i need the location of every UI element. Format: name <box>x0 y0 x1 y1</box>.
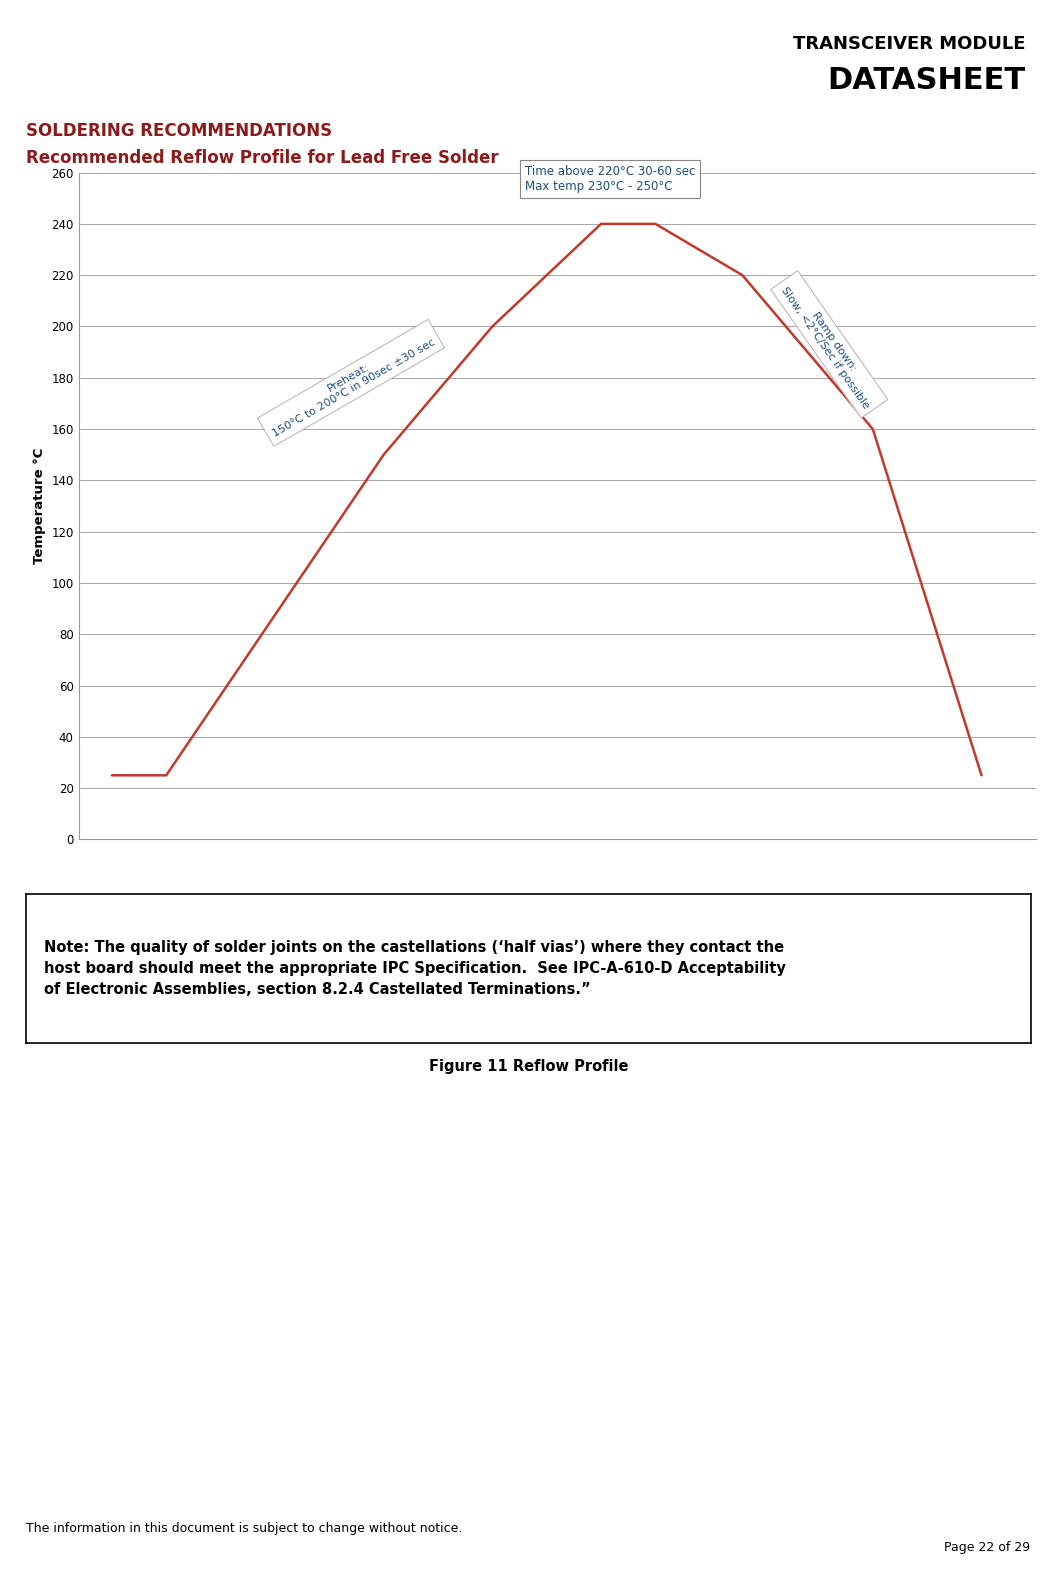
Text: Time above 220°C 30-60 sec
Max temp 230°C - 250°C: Time above 220°C 30-60 sec Max temp 230°… <box>525 165 696 193</box>
Text: DATASHEET: DATASHEET <box>828 66 1025 94</box>
Text: Note: The quality of solder joints on the castellations (‘half vias’) where they: Note: The quality of solder joints on th… <box>44 940 786 998</box>
Text: SOLDERING RECOMMENDATIONS: SOLDERING RECOMMENDATIONS <box>26 122 333 140</box>
Text: Preheat:
150°C to 200°C in 90sec ±30 sec: Preheat: 150°C to 200°C in 90sec ±30 sec <box>265 326 437 439</box>
Text: The information in this document is subject to change without notice.: The information in this document is subj… <box>26 1522 463 1534</box>
Text: Figure 11 Reflow Profile: Figure 11 Reflow Profile <box>429 1059 628 1075</box>
Text: Recommended Reflow Profile for Lead Free Solder: Recommended Reflow Profile for Lead Free… <box>26 149 499 166</box>
Y-axis label: Temperature °C: Temperature °C <box>33 447 45 565</box>
Text: TRANSCEIVER MODULE: TRANSCEIVER MODULE <box>793 35 1025 52</box>
Text: Page 22 of 29: Page 22 of 29 <box>945 1541 1031 1553</box>
Text: Ramp down:
Slow, <2°C/Sec if possible: Ramp down: Slow, <2°C/Sec if possible <box>779 278 880 411</box>
